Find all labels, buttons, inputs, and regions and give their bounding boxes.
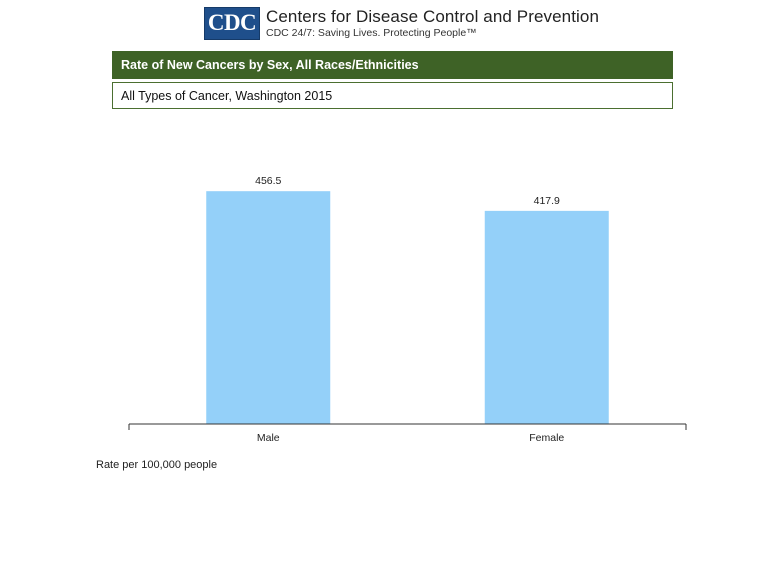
chart-title: Rate of New Cancers by Sex, All Races/Et… xyxy=(121,58,419,72)
cdc-logo-text: CDC xyxy=(207,10,257,35)
footnote-text: Rate per 100,000 people xyxy=(96,459,218,471)
cdc-header: CDC Centers for Disease Control and Prev… xyxy=(204,5,599,41)
x-axis xyxy=(128,423,687,430)
bar-female xyxy=(484,210,609,424)
org-name: Centers for Disease Control and Preventi… xyxy=(266,6,600,26)
chart-subtitle-bar: All Types of Cancer, Washington 2015 xyxy=(112,82,673,109)
chart-subtitle: All Types of Cancer, Washington 2015 xyxy=(121,88,333,103)
chart-title-bar: Rate of New Cancers by Sex, All Races/Et… xyxy=(112,51,673,79)
data-label-male: 456.5 xyxy=(255,175,281,187)
bar-male xyxy=(206,191,331,424)
footnote: Rate per 100,000 people xyxy=(96,459,217,471)
tagline: CDC 24/7: Saving Lives. Protecting Peopl… xyxy=(266,26,477,39)
tick-label-male: Male xyxy=(257,432,280,444)
tick-label-female: Female xyxy=(529,432,564,444)
header-text: Centers for Disease Control and Preventi… xyxy=(266,8,599,39)
cdc-logo: CDC xyxy=(204,6,260,40)
bars-layer xyxy=(206,191,609,424)
labels-layer: 456.5 Male 417.9 Female xyxy=(255,175,564,444)
data-label-female: 417.9 xyxy=(534,195,560,207)
